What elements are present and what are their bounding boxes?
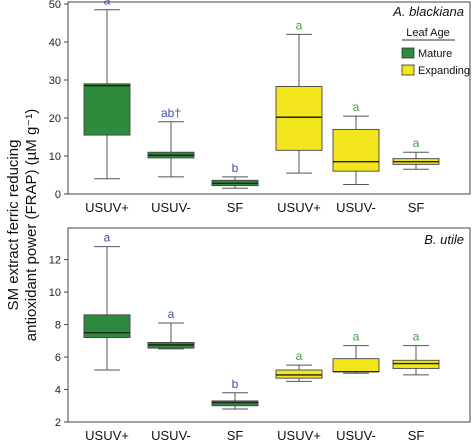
box-1: ab† <box>147 106 195 178</box>
box-4: a <box>332 330 380 374</box>
box-iqr <box>275 86 323 151</box>
y-tick-label: 6 <box>55 352 61 364</box>
legend-label-expanding: Expanding <box>418 65 470 77</box>
category-label: USUV- <box>336 428 376 443</box>
y-tick-label: 30 <box>49 75 61 87</box>
y-axis-title-line1: SM extract ferric reducing <box>5 140 22 311</box>
box-iqr <box>332 358 380 373</box>
significance-letter: b <box>232 161 239 175</box>
significance-letter: a <box>413 136 420 150</box>
significance-letter: a <box>104 231 111 245</box>
panel-b-category-labels: USUV+ USUV- SF USUV+ USUV- SF <box>85 428 424 443</box>
category-label: USUV- <box>151 428 191 443</box>
legend-title: Leaf Age <box>406 27 449 39</box>
significance-letter: a <box>353 100 360 114</box>
y-tick-label: 8 <box>55 320 61 332</box>
significance-letter: a <box>413 330 420 344</box>
box-iqr <box>275 369 323 379</box>
box-4: a <box>332 100 380 185</box>
significance-letter: a <box>168 307 175 321</box>
y-axis-title: SM extract ferric reducing antioxidant p… <box>5 109 40 341</box>
y-tick-label: 10 <box>49 151 61 163</box>
y-axis-title-line2: antioxidant power (FRAP) (µM g⁻¹) <box>23 109 40 341</box>
y-tick-label: 40 <box>49 37 61 49</box>
box-5: a <box>392 330 440 376</box>
box-2: b <box>211 377 259 410</box>
y-tick-label: 2 <box>55 417 61 429</box>
box-iqr <box>332 128 380 172</box>
category-label: USUV+ <box>277 428 321 443</box>
panel-a-title: A. blackiana <box>392 4 464 19</box>
significance-letter: a <box>296 18 303 32</box>
category-label: SF <box>227 428 244 443</box>
legend-swatch-expanding <box>401 64 415 76</box>
box-2: b <box>211 161 259 189</box>
category-label: SF <box>408 428 425 443</box>
category-label: USUV+ <box>85 200 129 215</box>
box-0: a <box>83 231 131 371</box>
category-label: USUV+ <box>277 200 321 215</box>
category-label: USUV+ <box>85 428 129 443</box>
panel-a-y-ticks: 0 10 20 30 40 50 <box>49 0 68 201</box>
legend-label-mature: Mature <box>418 48 452 60</box>
panel-b-title: B. utile <box>424 232 464 247</box>
box-iqr <box>83 314 131 339</box>
y-tick-label: 10 <box>49 287 61 299</box>
panel-a-category-labels: USUV+ USUV- SF USUV+ USUV- SF <box>85 200 424 215</box>
y-tick-label: 50 <box>49 0 61 11</box>
panel-a-boxes: a ab† b a a a <box>83 0 440 189</box>
panel-a-frame <box>67 1 471 195</box>
y-tick-label: 20 <box>49 113 61 125</box>
box-iqr <box>211 400 259 407</box>
significance-letter: a <box>353 330 360 344</box>
legend: Leaf Age Mature Expanding <box>401 27 470 77</box>
y-tick-label: 12 <box>49 255 61 267</box>
box-5: a <box>392 136 440 170</box>
category-label: USUV- <box>336 200 376 215</box>
category-label: USUV- <box>151 200 191 215</box>
legend-swatch-mature <box>401 47 415 59</box>
significance-letter: ab† <box>161 106 181 120</box>
significance-letter: a <box>104 0 111 8</box>
panel-b-y-ticks: 2 4 6 8 10 12 <box>49 255 68 429</box>
box-3: a <box>275 18 323 174</box>
panel-b-boxes: a a b a a a <box>83 231 440 410</box>
box-iqr <box>83 83 131 136</box>
box-1: a <box>147 307 195 350</box>
y-tick-label: 0 <box>55 189 61 201</box>
category-label: SF <box>408 200 425 215</box>
significance-letter: b <box>232 377 239 391</box>
box-iqr <box>392 359 440 369</box>
y-tick-label: 4 <box>55 385 61 397</box>
box-3: a <box>275 349 323 382</box>
significance-letter: a <box>296 349 303 363</box>
category-label: SF <box>227 200 244 215</box>
box-0: a <box>83 0 131 180</box>
